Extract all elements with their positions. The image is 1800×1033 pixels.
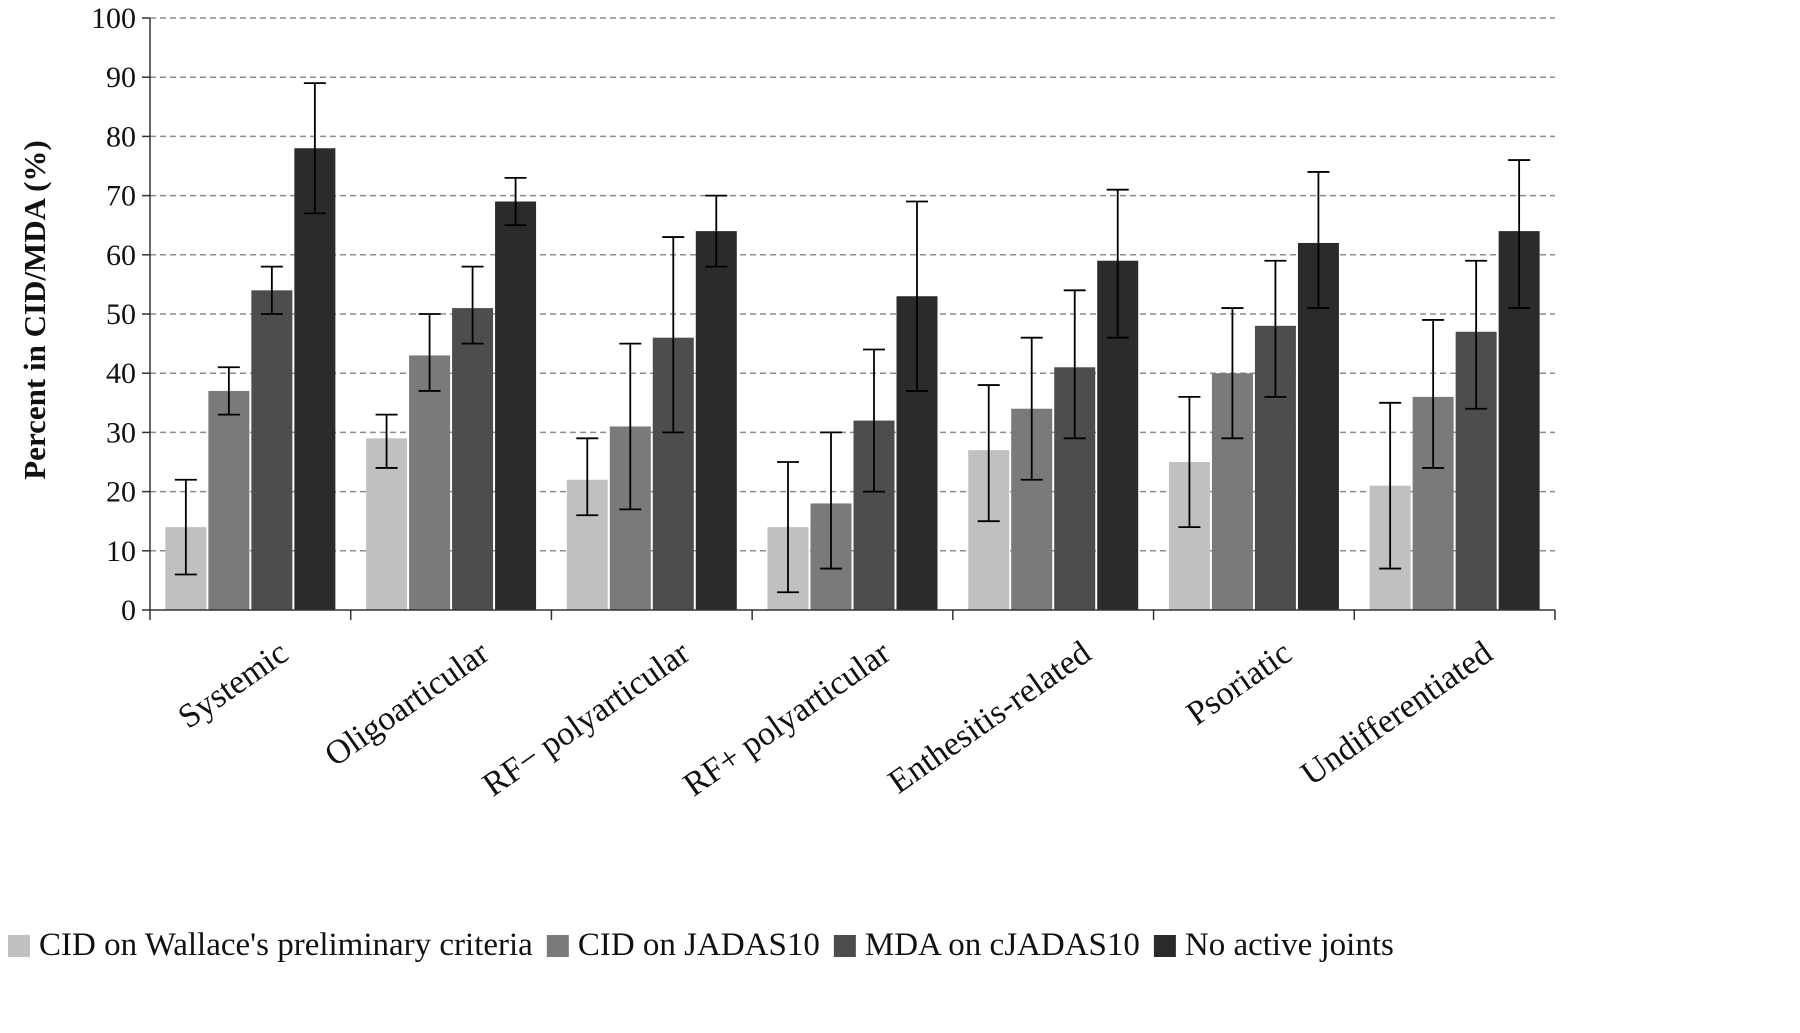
bar: [452, 308, 494, 610]
x-tick-label: Psoriatic: [1180, 634, 1299, 733]
legend-label: MDA on cJADAS10: [865, 927, 1140, 963]
bar: [294, 148, 336, 611]
y-tick-label: 60: [106, 239, 136, 272]
x-tick-label: RF+ polyarticular: [677, 634, 898, 804]
y-tick-label: 30: [106, 416, 136, 449]
bar: [251, 290, 293, 610]
legend-label: CID on Wallace's preliminary criteria: [39, 927, 533, 963]
legend-label: CID on JADAS10: [578, 927, 820, 963]
x-tick-label: Systemic: [172, 634, 295, 736]
axes: [142, 17, 1556, 620]
y-tick-label: 90: [106, 61, 136, 94]
y-tick-label: 80: [106, 120, 136, 153]
legend-swatch: [8, 935, 30, 957]
legend-swatch: [833, 935, 856, 957]
legend-label: No active joints: [1185, 927, 1394, 963]
bar: [208, 390, 250, 610]
y-tick-label: 100: [91, 2, 136, 35]
x-tick-label: Enthesitis-related: [882, 634, 1098, 801]
y-tick-label: 50: [106, 298, 136, 331]
y-tick-label: 10: [106, 535, 136, 568]
x-tick-label: RF− polyarticular: [476, 634, 697, 804]
bar: [409, 355, 451, 610]
y-axis-label: Percent in CID/MDA (%): [17, 140, 52, 480]
bars: [165, 148, 1540, 611]
legend-swatch: [1153, 935, 1176, 957]
y-tick-label: 0: [121, 594, 136, 627]
y-tick-label: 70: [106, 180, 136, 213]
legend: CID on Wallace's preliminary criteria CID…: [8, 927, 1394, 963]
bar: [495, 201, 537, 610]
legend-swatch: [546, 935, 569, 957]
gridlines: [150, 17, 1555, 552]
error-bars: [174, 82, 1531, 594]
y-tick-label: 20: [106, 476, 136, 509]
x-tick-label: Oligoarticular: [318, 634, 496, 774]
y-tick-labels: 0 10 20 30 40 50 60 70 80 90 100: [91, 2, 136, 627]
y-tick-label: 40: [106, 357, 136, 390]
x-tick-label: Undifferentiated: [1294, 634, 1499, 793]
bar: [695, 231, 737, 610]
